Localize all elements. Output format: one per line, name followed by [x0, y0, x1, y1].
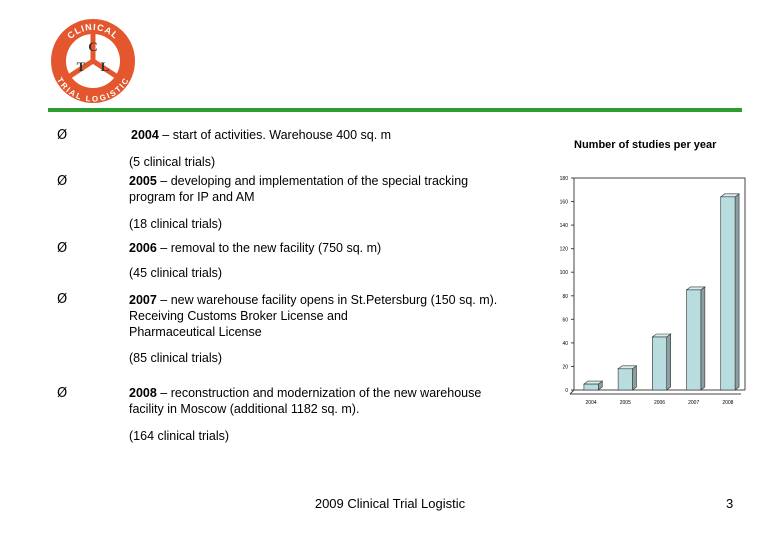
y-tick-label: 120 [560, 247, 569, 253]
y-tick-label: 40 [562, 341, 568, 347]
timeline-text: – reconstruction and modernization of th… [156, 386, 482, 400]
y-tick-label: 0 [565, 388, 568, 394]
timeline-note: (5 clinical trials) [129, 155, 216, 169]
timeline-text: Receiving Customs Broker License and [129, 309, 348, 323]
x-tick-label: 2005 [620, 400, 631, 406]
timeline-year: 2005 [129, 174, 157, 188]
timeline-year: 2006 [129, 241, 157, 255]
y-tick-label: 80 [562, 294, 568, 300]
timeline-year: 2008 [129, 386, 157, 400]
timeline-text: – start of activities. Warehouse 400 sq.… [158, 128, 392, 142]
timeline-text: – new warehouse facility opens in St.Pet… [156, 293, 498, 307]
timeline-text: program for IP and AM [129, 190, 255, 204]
bar [617, 368, 633, 391]
x-tick-label: 2006 [654, 400, 665, 406]
header-divider [48, 108, 742, 112]
timeline-item-2005: 2005 – developing and implementation of … [129, 173, 468, 205]
timeline-year: 2004 [131, 128, 159, 142]
bar-side [632, 365, 637, 391]
y-tick-label: 180 [560, 176, 569, 182]
bullet-icon: Ø [57, 174, 68, 189]
timeline-note: (45 clinical trials) [129, 266, 223, 280]
bar [686, 289, 702, 391]
bar-side [734, 193, 740, 391]
logo-letter-l: L [101, 59, 110, 74]
timeline-note: (85 clinical trials) [129, 351, 223, 365]
y-tick-label: 140 [560, 223, 569, 229]
bullet-icon: Ø [57, 386, 68, 401]
bar [583, 383, 599, 391]
timeline-text: – removal to the new facility (750 sq. m… [156, 241, 382, 255]
y-tick-label: 100 [560, 270, 569, 276]
bullet-icon: Ø [57, 292, 68, 307]
bar [652, 336, 667, 391]
bar-side [666, 333, 671, 391]
footer-text: 2009 Clinical Trial Logistic [314, 496, 466, 511]
bar [720, 196, 736, 391]
chart-frame [573, 177, 746, 390]
bar-side [700, 286, 706, 391]
timeline-item-2008: 2008 – reconstruction and modernization … [129, 385, 481, 417]
timeline-text: – developing and implementation of the s… [156, 174, 469, 188]
timeline-text: facility in Moscow (additional 1182 sq. … [129, 402, 360, 416]
timeline-item-2004: 2004 – start of activities. Warehouse 40… [131, 127, 391, 143]
timeline-year: 2007 [129, 293, 157, 307]
timeline-note: (164 clinical trials) [129, 429, 230, 443]
logo-letter-c: C [88, 39, 97, 54]
timeline-text: Pharmaceutical License [129, 325, 262, 339]
timeline-item-2006: 2006 – removal to the new facility (750 … [129, 240, 381, 256]
bullet-icon: Ø [57, 241, 68, 256]
x-tick-label: 2008 [722, 400, 733, 406]
x-tick-label: 2007 [688, 400, 699, 406]
y-tick-label: 60 [562, 317, 568, 323]
bullet-icon: Ø [57, 128, 68, 143]
timeline-note: (18 clinical trials) [129, 217, 223, 231]
y-tick-label: 20 [562, 364, 568, 370]
x-tick-label: 2004 [586, 400, 597, 406]
logo-letter-t: T [77, 59, 86, 74]
studies-bar-chart: 0 20 40 60 80 100 120 140 160 180 2004 2005 2006 2007… [560, 176, 746, 406]
x-axis-depth-line [569, 389, 575, 395]
page-number: 3 [726, 496, 734, 511]
timeline-item-2007: 2007 – new warehouse facility opens in S… [129, 292, 497, 340]
y-tick-label: 160 [560, 200, 569, 206]
chart-title: Number of studies per year [574, 139, 717, 151]
clinical-trial-logistic-logo: CLINICAL TRIAL LOGISTIC C T L [51, 19, 135, 104]
